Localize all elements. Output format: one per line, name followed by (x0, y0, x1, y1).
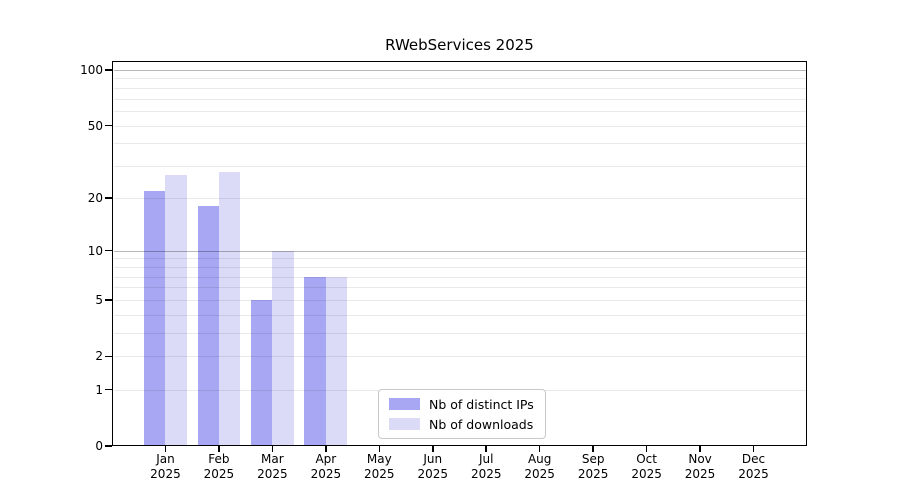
chart-title: RWebServices 2025 (385, 36, 534, 54)
x-label-month: Jul (478, 452, 494, 466)
x-tick-mark-mar (271, 446, 274, 452)
x-label-year: 2025 (310, 467, 342, 481)
y-tick-mark-2 (105, 355, 112, 358)
x-tick-label-may: May 2025 (349, 452, 409, 482)
bar-downloads-jan (165, 174, 187, 445)
x-label-month: Jan (156, 452, 175, 466)
x-label-month: Nov (688, 452, 712, 466)
x-label-month: May (366, 452, 392, 466)
x-tick-mark-jul (485, 446, 487, 452)
y-tick-mark-50 (105, 124, 112, 127)
x-tick-label-nov: Nov 2025 (670, 452, 730, 482)
x-tick-mark-jun (432, 446, 434, 452)
gridline-minor-20 (113, 197, 806, 199)
x-tick-label-jul: Jul 2025 (456, 452, 516, 482)
bar-distinct-ips-jan (144, 190, 166, 445)
x-tick-label-oct: Oct 2025 (617, 452, 677, 482)
gridline-minor-4 (113, 314, 806, 316)
bar-downloads-apr (325, 276, 348, 445)
bar-distinct-ips-feb (197, 206, 219, 445)
x-label-year: 2025 (738, 467, 769, 481)
x-label-year: 2025 (203, 467, 235, 481)
x-tick-mark-dec (752, 446, 755, 452)
x-label-year: 2025 (417, 467, 449, 481)
x-label-year: 2025 (257, 467, 288, 481)
gridline-minor-80 (113, 87, 806, 89)
y-tick-label-100: 100 (80, 63, 103, 77)
y-tick-label-1: 1 (95, 382, 103, 397)
x-label-year: 2025 (364, 467, 395, 481)
x-label-month: Apr (315, 452, 337, 466)
x-label-year: 2025 (524, 467, 555, 481)
x-tick-mark-aug (538, 446, 541, 452)
gridline-minor-40 (113, 143, 806, 145)
gridline-minor-50 (113, 125, 806, 127)
x-label-month: Feb (208, 452, 230, 466)
bar-downloads-mar (272, 250, 294, 445)
x-label-year: 2025 (150, 467, 181, 481)
x-label-year: 2025 (684, 467, 716, 481)
x-tick-label-jan: Jan 2025 (135, 452, 195, 482)
legend-swatch-distinct-ips-icon (389, 398, 420, 410)
x-tick-mark-sep (592, 446, 594, 452)
x-tick-mark-jan (164, 446, 167, 452)
gridline-minor-3 (113, 333, 806, 335)
y-tick-label-2: 2 (95, 349, 103, 364)
gridline-minor-7 (113, 276, 806, 278)
gridline-minor-70 (113, 98, 806, 100)
x-label-month: Oct (636, 452, 657, 466)
legend-item-downloads: Nb of downloads (389, 417, 545, 432)
gridline-minor-8 (113, 266, 806, 268)
gridline-major-100 (113, 70, 806, 71)
x-label-year: 2025 (631, 467, 662, 481)
x-label-month: Aug (527, 452, 552, 466)
x-label-month: Sep (581, 452, 605, 466)
x-tick-label-aug: Aug 2025 (510, 452, 570, 482)
bar-distinct-ips-mar (250, 300, 273, 445)
gridline-minor-5 (113, 300, 806, 302)
y-tick-mark-10 (105, 249, 112, 252)
x-label-year: 2025 (577, 467, 609, 481)
legend-swatch-downloads-icon (389, 418, 420, 430)
gridline-minor-9 (113, 258, 806, 260)
x-tick-mark-feb (218, 446, 220, 452)
x-label-month: Mar (261, 452, 284, 466)
y-tick-label-50: 50 (87, 118, 103, 133)
x-tick-label-dec: Dec 2025 (724, 452, 784, 482)
gridline-minor-2 (113, 356, 806, 358)
gridline-minor-30 (113, 166, 806, 168)
legend-label-downloads: Nb of downloads (429, 416, 534, 432)
y-tick-mark-100 (105, 69, 112, 71)
x-tick-label-sep: Sep 2025 (563, 452, 623, 482)
x-tick-mark-oct (645, 446, 648, 452)
x-tick-mark-apr (325, 446, 327, 452)
y-tick-mark-20 (105, 197, 112, 199)
x-tick-label-jun: Jun 2025 (403, 452, 463, 482)
gridline-minor-60 (113, 111, 806, 113)
y-tick-mark-5 (105, 299, 112, 301)
y-tick-label-10: 10 (87, 243, 103, 258)
x-tick-label-feb: Feb 2025 (189, 452, 249, 482)
y-tick-label-5: 5 (95, 293, 103, 308)
x-tick-mark-nov (699, 446, 701, 452)
legend-label-distinct-ips: Nb of distinct IPs (429, 396, 534, 412)
x-label-year: 2025 (470, 467, 502, 481)
gridline-major-10 (113, 250, 806, 252)
bar-distinct-ips-apr (304, 276, 326, 445)
y-tick-mark-1 (105, 388, 112, 391)
x-label-month: Jun (423, 452, 443, 466)
x-tick-label-apr: Apr 2025 (296, 452, 356, 482)
y-tick-mark-0 (105, 445, 112, 447)
legend: Nb of distinct IPs Nb of downloads (378, 389, 546, 439)
bar-downloads-feb (218, 171, 241, 445)
y-tick-label-0: 0 (95, 439, 103, 453)
x-tick-mark-may (378, 446, 381, 452)
x-tick-label-mar: Mar 2025 (242, 452, 302, 482)
gridline-minor-90 (113, 78, 806, 80)
legend-item-distinct-ips: Nb of distinct IPs (389, 397, 545, 412)
gridline-minor-6 (113, 287, 806, 289)
y-tick-label-20: 20 (87, 190, 103, 205)
x-label-month: Dec (741, 452, 766, 466)
